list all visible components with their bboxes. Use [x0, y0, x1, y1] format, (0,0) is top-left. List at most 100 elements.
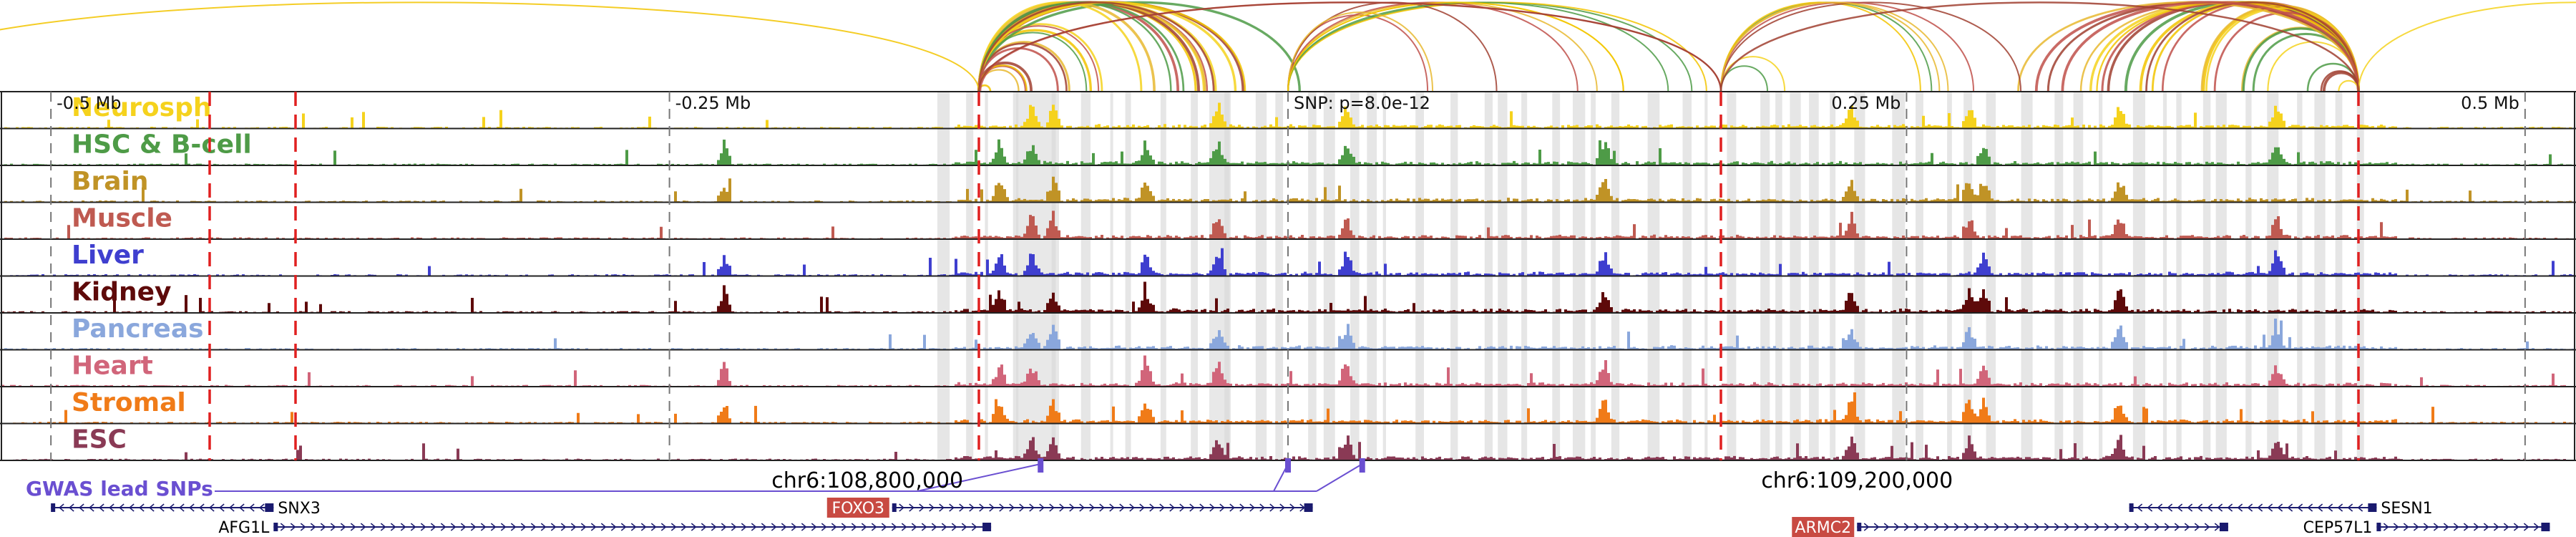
strand-arrow — [2054, 523, 2060, 531]
strand-arrow — [2267, 503, 2273, 512]
tick-label: -0.25 Mb — [675, 93, 751, 113]
strand-arrow — [2144, 523, 2150, 531]
strand-arrow — [1139, 503, 1145, 512]
strand-arrow — [821, 523, 827, 531]
strand-arrow — [290, 523, 296, 531]
strand-arrow — [218, 503, 225, 512]
strand-arrow — [761, 523, 767, 531]
interaction-arc — [2202, 5, 2360, 92]
strand-arrow — [2147, 503, 2153, 512]
strand-arrow — [1029, 503, 1035, 512]
track-label: ESC — [72, 425, 127, 455]
strand-arrow — [1923, 523, 1930, 531]
track-label: Stromal — [72, 388, 186, 417]
strand-arrow — [1179, 503, 1185, 512]
strand-arrow — [909, 503, 914, 512]
interaction-arc — [2358, 1, 2576, 92]
strand-arrow — [2124, 523, 2130, 531]
strand-arrow — [2084, 523, 2090, 531]
strand-arrow — [911, 523, 917, 531]
strand-arrow — [2523, 523, 2529, 531]
strand-arrow — [781, 523, 787, 531]
strand-arrow — [420, 523, 426, 531]
strand-arrow — [939, 503, 945, 512]
strand-arrow — [811, 523, 817, 531]
strand-arrow — [108, 503, 114, 512]
strand-arrow — [2194, 523, 2200, 531]
exon — [2541, 523, 2550, 531]
interaction-arc — [1287, 14, 1429, 92]
strand-arrow — [158, 503, 165, 512]
strand-arrow — [2413, 523, 2419, 531]
interaction-arc — [2145, 1, 2360, 92]
exon — [2219, 523, 2228, 531]
strand-arrow — [1249, 503, 1255, 512]
track-label: Liver — [72, 241, 144, 270]
strand-arrow — [1129, 503, 1135, 512]
strand-arrow — [2403, 523, 2409, 531]
track-label: HSC & B-cell — [72, 130, 252, 160]
strand-arrow — [440, 523, 447, 531]
strand-arrow — [2094, 523, 2100, 531]
strand-arrow — [691, 523, 697, 531]
strand-arrow — [2483, 523, 2489, 531]
gene-afg1l: AFG1L — [218, 519, 992, 537]
strand-arrow — [2317, 503, 2323, 512]
strand-arrow — [280, 523, 286, 531]
strand-arrow — [188, 503, 195, 512]
strand-arrow — [2453, 523, 2459, 531]
strand-arrow — [1984, 523, 1990, 531]
strand-arrow — [390, 523, 396, 531]
strand-arrow — [921, 523, 927, 531]
strand-arrow — [1099, 503, 1105, 512]
strand-arrow — [1933, 523, 1940, 531]
strand-arrow — [891, 523, 897, 531]
interaction-arc — [977, 1, 1215, 92]
strand-arrow — [2157, 503, 2163, 512]
strand-arrow — [1913, 523, 1920, 531]
gene-snx3: SNX3 — [51, 500, 321, 518]
strand-arrow — [801, 523, 807, 531]
gwas-snp-marker — [1359, 458, 1365, 473]
strand-arrow — [979, 503, 985, 512]
gene-label-box — [1792, 517, 1855, 537]
strand-arrow — [1079, 503, 1085, 512]
strand-arrow — [1239, 503, 1245, 512]
strand-arrow — [2383, 523, 2389, 531]
strand-arrow — [901, 523, 907, 531]
strand-arrow — [771, 523, 777, 531]
strand-arrow — [330, 523, 336, 531]
gwas-snp-marker — [1038, 458, 1044, 473]
strand-arrow — [741, 523, 747, 531]
strand-arrow — [520, 523, 527, 531]
gene-label: CEP57L1 — [2303, 519, 2373, 537]
interaction-arc — [2306, 62, 2360, 92]
strand-arrow — [2237, 503, 2243, 512]
strand-arrow — [959, 503, 965, 512]
strand-arrow — [2114, 523, 2120, 531]
strand-arrow — [500, 523, 507, 531]
strand-arrow — [2104, 523, 2110, 531]
strand-arrow — [2247, 503, 2253, 512]
strand-arrow — [460, 523, 467, 531]
strand-arrow — [2154, 523, 2160, 531]
exon — [1857, 523, 1862, 531]
boundary-lines — [208, 92, 2360, 460]
strand-arrow — [98, 503, 104, 512]
strand-arrow — [1863, 523, 1870, 531]
strand-arrow — [971, 523, 977, 531]
strand-arrow — [410, 523, 416, 531]
exon — [1304, 503, 1313, 512]
interaction-arc — [1720, 56, 1786, 92]
interaction-arc — [978, 1, 1722, 92]
strand-arrow — [2357, 503, 2363, 512]
strand-arrow — [2347, 503, 2353, 512]
strand-arrow — [138, 503, 145, 512]
strand-arrow — [2503, 523, 2509, 531]
strand-arrow — [660, 523, 667, 531]
strand-arrow — [791, 523, 797, 531]
strand-arrow — [2257, 503, 2263, 512]
gene-track: SNX3 AFG1L FOXO3 ARMC2 SESN1 CEP57L1 — [51, 498, 2550, 537]
gene-cep57l1: CEP57L1 — [2303, 519, 2550, 537]
